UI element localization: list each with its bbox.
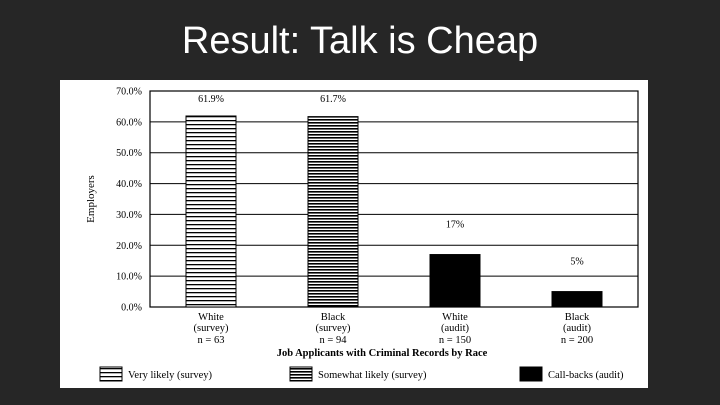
bar	[307, 116, 359, 308]
category-sublabel: (audit)	[441, 323, 469, 334]
y-tick-label: 40.0%	[116, 179, 142, 190]
y-tick-label: 0.0%	[121, 303, 142, 314]
bar-value-label: 61.9%	[198, 94, 224, 105]
chart-panel: 0.0% 10.0% 20.0% 30.0% 40.0% 50.0% 60.0% 70.0% E…	[60, 80, 648, 388]
category-label: White	[198, 312, 224, 323]
category-label: Black	[565, 312, 590, 323]
category-label: Black	[321, 312, 346, 323]
legend-label: Call-backs (audit)	[548, 370, 624, 381]
y-tick-label: 50.0%	[116, 148, 142, 159]
y-tick-label: 30.0%	[116, 210, 142, 221]
y-axis-label: Employers	[85, 175, 97, 223]
bar	[185, 115, 237, 308]
x-axis-label: Job Applicants with Criminal Records by …	[277, 348, 488, 359]
legend-label: Somewhat likely (survey)	[318, 370, 427, 381]
category-sublabel: (survey)	[194, 323, 229, 334]
category-sublabel: (survey)	[316, 323, 351, 334]
category-sublabel: (audit)	[563, 323, 591, 334]
category-n-label: n = 150	[439, 335, 471, 346]
bar-chart: 0.0% 10.0% 20.0% 30.0% 40.0% 50.0% 60.0% 70.0% E…	[85, 87, 639, 382]
plot-frame	[149, 90, 639, 308]
legend-label: Very likely (survey)	[128, 370, 212, 381]
bar	[551, 291, 603, 308]
bar-value-label: 61.7%	[320, 94, 346, 105]
bar-value-label: 5%	[570, 257, 583, 268]
slide-title: Result: Talk is Cheap	[181, 20, 539, 62]
category-n-label: n = 94	[320, 335, 348, 346]
y-tick-label: 10.0%	[116, 272, 142, 283]
bar	[429, 254, 481, 308]
category-n-label: n = 200	[561, 335, 593, 346]
bar-value-label: 17%	[446, 220, 464, 231]
y-tick-label: 60.0%	[116, 117, 142, 128]
category-n-label: n = 63	[198, 335, 225, 346]
y-tick-label: 70.0%	[116, 87, 142, 98]
legend-swatch	[289, 366, 313, 382]
legend-swatch	[519, 366, 543, 382]
y-tick-label: 20.0%	[116, 241, 142, 252]
legend-swatch	[99, 366, 123, 382]
category-label: White	[442, 312, 468, 323]
